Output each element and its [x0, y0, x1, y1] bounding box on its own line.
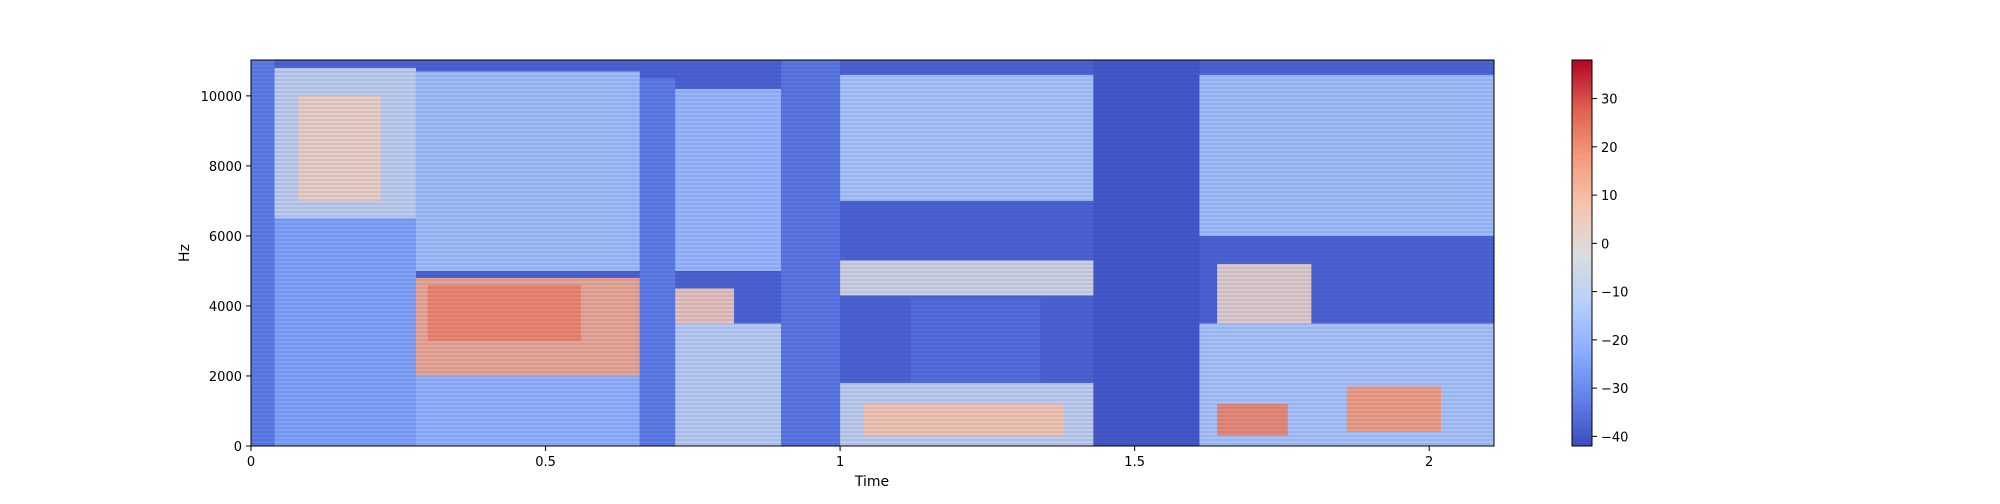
colorbar-tick-label: 0 [1601, 237, 1609, 252]
x-tick-label: 1.5 [1124, 455, 1145, 470]
heatmap-region [1217, 263, 1312, 324]
heatmap-region [298, 95, 381, 201]
heatmap-region [251, 60, 275, 446]
heatmap-region [675, 88, 782, 271]
x-axis-label: Time [854, 474, 889, 490]
heatmap-region [840, 74, 1094, 201]
heatmap-region [863, 403, 1064, 436]
y-tick-label: 0 [234, 440, 242, 455]
heatmap-region [639, 78, 676, 446]
x-tick-label: 0.5 [535, 455, 556, 470]
heatmap-region [1093, 60, 1200, 446]
y-tick-label: 10000 [201, 90, 242, 105]
x-tick-label: 1 [836, 455, 844, 470]
harmonic-striping [251, 60, 1494, 445]
heatmap-region [1199, 74, 1494, 236]
colorbar-tick-label: 20 [1601, 141, 1618, 156]
y-tick-label: 6000 [209, 230, 242, 245]
colorbar-tick-label: −30 [1601, 382, 1628, 397]
colorbar-tick-label: 30 [1601, 93, 1618, 108]
y-axis: 0 2000 4000 6000 8000 10000 [201, 90, 251, 455]
y-tick-label: 8000 [209, 160, 242, 175]
heatmap-region [781, 60, 841, 446]
x-axis: 0 0.5 1 1.5 2 [247, 446, 1433, 470]
colorbar-tick-label: 10 [1601, 189, 1618, 204]
heatmap-region [675, 323, 782, 446]
spectrogram-heatmap [251, 60, 1494, 446]
y-tick-label: 2000 [209, 370, 242, 385]
heatmap-region [415, 375, 640, 446]
heatmap-region [427, 284, 581, 341]
heatmap-region [840, 260, 1094, 296]
heatmap-region [274, 218, 416, 446]
x-tick-label: 0 [247, 455, 255, 470]
heatmap-region [415, 71, 640, 271]
heatmap-region [910, 298, 1041, 383]
plot-frame [250, 59, 1495, 447]
y-tick-label: 4000 [209, 300, 242, 315]
colorbar-ticks: 30 20 10 0 −10 −20 −30 −40 [1592, 93, 1628, 445]
heatmap-region [1217, 403, 1288, 436]
colorbar-tick-label: −10 [1601, 286, 1628, 301]
heatmap-region [675, 288, 735, 324]
colorbar-tick-label: −40 [1601, 430, 1628, 445]
colorbar-tick-label: −20 [1601, 334, 1628, 349]
heatmap-region [1346, 386, 1441, 432]
y-axis-label: Hz [177, 244, 193, 262]
colorbar-gradient [1571, 59, 1593, 447]
x-tick-label: 2 [1425, 455, 1433, 470]
colorbar: 30 20 10 0 −10 −20 −30 −40 [1571, 59, 1628, 447]
